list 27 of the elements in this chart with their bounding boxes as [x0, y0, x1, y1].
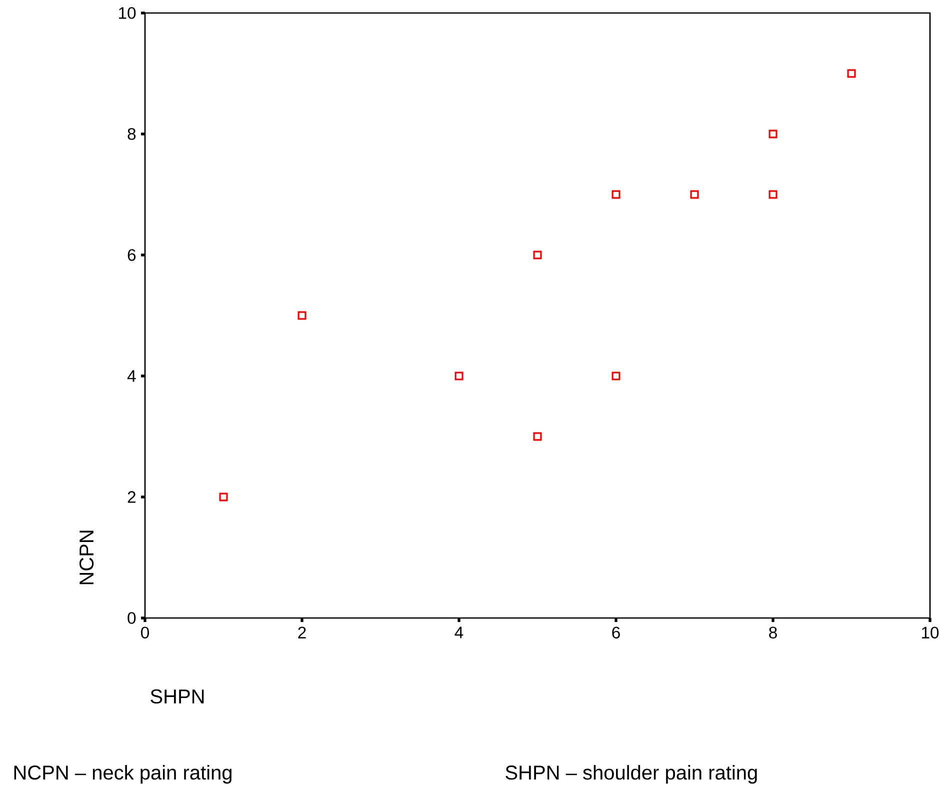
y-axis-title: NCPN — [79, 530, 94, 584]
y-tick-label: 8 — [128, 128, 136, 140]
text: SHPN – shoulder pain rating — [506, 765, 757, 784]
x-tick-label: 6 — [612, 626, 620, 638]
y-tick-label: 0 — [128, 612, 136, 624]
point — [219, 492, 228, 502]
x-tick-label: 10 — [922, 626, 939, 638]
x-tick-label: 0 — [141, 626, 149, 638]
point — [847, 69, 856, 78]
x-tick-label: 8 — [769, 626, 777, 638]
point — [768, 190, 778, 199]
point — [533, 250, 542, 260]
point — [454, 372, 464, 380]
point — [612, 190, 620, 199]
y-tick-label: 10 — [119, 7, 136, 19]
point — [612, 372, 620, 380]
point — [533, 432, 542, 441]
y-tick-label: 4 — [127, 370, 136, 382]
text: NCPN – neck pain rating — [14, 765, 232, 784]
x-tick-label: 4 — [454, 626, 464, 638]
point — [768, 130, 778, 138]
point — [690, 190, 699, 199]
x-axis-title: SHPN — [150, 689, 204, 704]
point — [298, 311, 306, 320]
y-tick-label: 2 — [128, 491, 136, 503]
y-tick-label: 6 — [128, 249, 136, 261]
x-tick-label: 2 — [298, 626, 306, 638]
